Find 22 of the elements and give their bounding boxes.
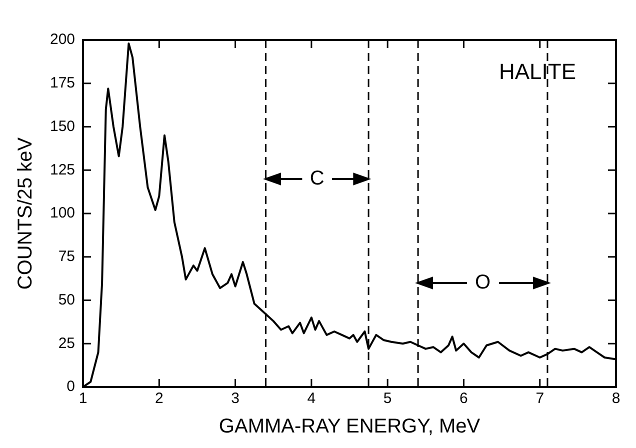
annotation: O [474,271,491,294]
y-tick-label: 200 [50,31,76,48]
y-tick-label: 0 [66,378,76,396]
x-tick-label: 3 [231,390,240,408]
x-tick-label: 6 [460,390,468,408]
y-tick-label: 125 [50,161,76,178]
x-tick-label: 8 [612,390,620,408]
annotation: C [310,167,324,190]
x-tick-label: 2 [154,390,164,408]
y-tick-label: 175 [50,74,76,92]
y-tick-label: 75 [58,248,76,266]
y-axis-title: COUNTS/25 keV [14,136,37,290]
annotation: HALITE [498,59,576,84]
x-tick-label: 7 [536,390,544,408]
x-tick-label: 5 [383,390,392,408]
y-tick-label: 25 [58,334,76,352]
y-tick-label: 150 [50,118,76,135]
y-tick-label: 50 [58,291,76,308]
x-tick-label: 1 [78,390,88,408]
x-tick-label: 4 [307,390,316,408]
x-axis-title: GAMMA-RAY ENERGY, MeV [218,416,481,438]
y-tick-label: 100 [50,204,76,222]
